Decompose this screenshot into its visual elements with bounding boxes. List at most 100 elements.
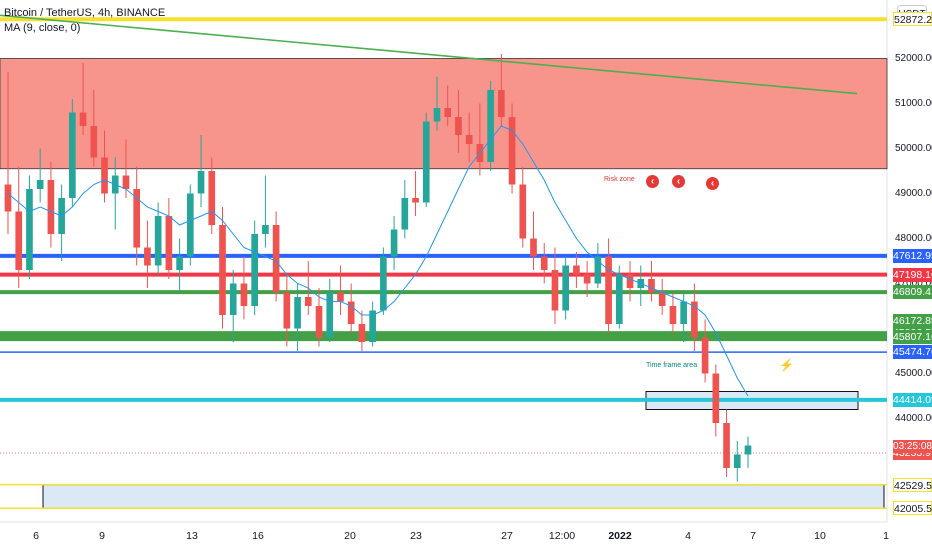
candle-body bbox=[176, 256, 183, 270]
candle-body bbox=[186, 193, 194, 257]
candle-body bbox=[498, 90, 505, 117]
candle-body bbox=[326, 292, 334, 338]
time-tick: 27 bbox=[501, 530, 513, 542]
price-level-label: 42005.50 bbox=[893, 501, 932, 516]
candle-body bbox=[4, 184, 12, 212]
price-tick: 47000.00 bbox=[895, 277, 932, 289]
price-level-label: 46172.85 bbox=[893, 313, 932, 328]
candle-body bbox=[369, 310, 376, 342]
price-level-label: 45474.76 bbox=[893, 345, 932, 360]
candle-body bbox=[562, 265, 570, 311]
candle-body bbox=[240, 283, 248, 306]
price-tick: 51000.00 bbox=[895, 97, 932, 109]
time-tick: 23 bbox=[410, 530, 422, 542]
candle-body bbox=[90, 126, 98, 158]
candle-body bbox=[272, 225, 280, 293]
candle-body bbox=[315, 306, 323, 338]
price-level-label: 44414.05 bbox=[893, 392, 932, 407]
candle-body bbox=[262, 225, 269, 234]
candle-body bbox=[47, 180, 55, 234]
candle-body bbox=[605, 256, 612, 324]
candle-body bbox=[422, 121, 430, 203]
candle-body bbox=[723, 423, 730, 468]
time-tick: 20 bbox=[344, 530, 356, 542]
candle-body bbox=[358, 324, 366, 342]
time-tick: 4 bbox=[685, 530, 691, 542]
candle-body bbox=[380, 256, 387, 311]
candle-timer: 03:25:08 bbox=[893, 440, 932, 453]
candle-body bbox=[701, 337, 709, 374]
candle-body bbox=[122, 175, 130, 189]
price-tick: 52000.00 bbox=[895, 52, 932, 64]
candle-body bbox=[69, 112, 76, 198]
time-tick: 9 bbox=[99, 530, 105, 542]
lightning-icon: ⚡ bbox=[779, 358, 794, 372]
candle-body bbox=[412, 198, 419, 203]
candle-body bbox=[540, 256, 548, 270]
price-level-label: 52872.28 bbox=[893, 12, 932, 27]
candle-body bbox=[401, 198, 409, 230]
risk-zone-label: Risk zone bbox=[604, 176, 635, 183]
arrow-left-icon: ‹ bbox=[706, 177, 719, 190]
candle-body bbox=[294, 297, 301, 329]
time-frame-label: Time frame area bbox=[646, 362, 698, 369]
candle-body bbox=[465, 135, 473, 144]
time-tick: 16 bbox=[252, 530, 264, 542]
ma-line bbox=[7, 125, 749, 397]
candle-body bbox=[144, 247, 151, 266]
candle-body bbox=[154, 216, 162, 266]
candle-body bbox=[347, 301, 355, 324]
candle-body bbox=[36, 180, 44, 189]
arrow-left-icon: ‹ bbox=[672, 175, 685, 188]
candle-body bbox=[626, 274, 634, 288]
candle-body bbox=[691, 301, 698, 338]
time-tick: 6 bbox=[33, 530, 39, 542]
candle-body bbox=[26, 189, 33, 270]
candle-body bbox=[208, 171, 216, 225]
candle-body bbox=[101, 157, 108, 194]
candle-body bbox=[583, 274, 591, 284]
indicator-label: MA (9, close, 0) bbox=[4, 22, 81, 34]
candle-body bbox=[648, 279, 655, 293]
price-level-label: 47612.95 bbox=[893, 248, 932, 263]
price-tick: 50000.00 bbox=[895, 142, 932, 154]
candle-body bbox=[744, 445, 752, 455]
time-tick: 12:00 bbox=[548, 530, 576, 542]
candle-body bbox=[219, 225, 226, 315]
candle-body bbox=[573, 265, 580, 275]
candle-body bbox=[530, 238, 537, 257]
candle-body bbox=[455, 117, 462, 135]
candle-body bbox=[487, 90, 494, 162]
candle-body bbox=[197, 171, 205, 194]
candle-body bbox=[304, 297, 312, 306]
candle-body bbox=[712, 373, 720, 423]
candle-body bbox=[669, 306, 677, 324]
price-tick: 48000.00 bbox=[895, 232, 932, 244]
time-tick: 7 bbox=[750, 530, 756, 542]
price-level-label: 46809.41 bbox=[893, 285, 932, 300]
price-level-label: 47198.16 bbox=[893, 267, 932, 282]
candle-body bbox=[615, 274, 623, 324]
candle-body bbox=[165, 216, 173, 270]
candle-body bbox=[133, 189, 141, 248]
price-level-label: 42529.51 bbox=[893, 477, 932, 492]
candle-body bbox=[658, 292, 666, 306]
time-tick: 2022 bbox=[608, 530, 632, 542]
candle-body bbox=[594, 256, 602, 284]
time-tick: 13 bbox=[186, 530, 198, 542]
price-tick: 49000.00 bbox=[895, 187, 932, 199]
support-box bbox=[42, 484, 885, 509]
candle-body bbox=[79, 112, 87, 126]
price-tick: 45000.00 bbox=[895, 367, 932, 379]
time-tick: 10 bbox=[814, 530, 826, 542]
trendline bbox=[0, 14, 858, 95]
candle-body bbox=[283, 292, 291, 329]
candle-body bbox=[551, 270, 559, 311]
candle-body bbox=[15, 211, 23, 270]
candle-body bbox=[251, 234, 258, 306]
candle-body bbox=[680, 301, 687, 324]
arrow-left-icon: ‹ bbox=[646, 175, 659, 188]
price-level-label: 45807.16 bbox=[893, 330, 932, 345]
time-tick: 1 bbox=[883, 530, 889, 542]
